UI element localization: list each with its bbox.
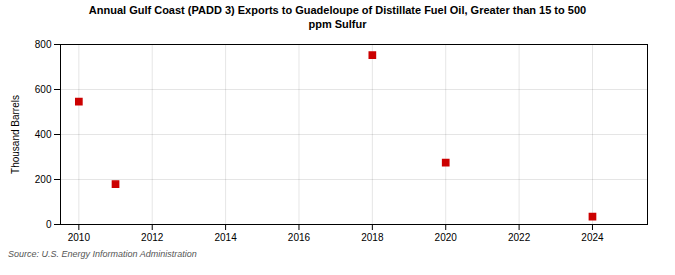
svg-text:Thousand Barrels: Thousand Barrels — [10, 95, 21, 174]
html-text:Annual Gulf Coast (PADD 3) Exp: Annual Gulf Coast (PADD 3) Exports to Gu… — [88, 4, 587, 30]
svg-text:2024: 2024 — [581, 231, 604, 242]
svg-text:2012: 2012 — [141, 231, 164, 242]
svg-text:200: 200 — [35, 173, 52, 184]
svg-text:2020: 2020 — [435, 231, 458, 242]
svg-text:2010: 2010 — [68, 231, 91, 242]
svg-text:0: 0 — [46, 218, 52, 229]
svg-text:2018: 2018 — [361, 231, 384, 242]
svg-text:400: 400 — [35, 128, 52, 139]
svg-text:800: 800 — [35, 38, 52, 49]
svg-text:2014: 2014 — [214, 231, 237, 242]
html-text:Source: U.S. Energy Informatio: Source: U.S. Energy Information Administ… — [8, 248, 197, 259]
svg-text:2016: 2016 — [288, 231, 311, 242]
svg-text:2022: 2022 — [508, 231, 531, 242]
svg-text:600: 600 — [35, 83, 52, 94]
